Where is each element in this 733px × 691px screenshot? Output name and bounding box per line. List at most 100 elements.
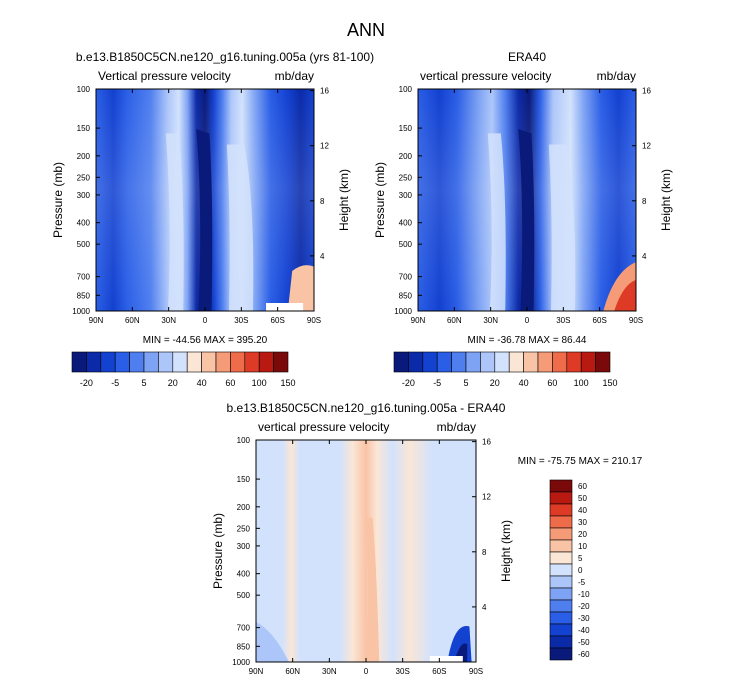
x-tick-label: 0: [203, 316, 208, 325]
chart-left-label: Vertical pressure velocity: [98, 69, 231, 83]
min-max-label: MIN = -44.56 MAX = 395.20: [143, 335, 268, 346]
masked-terrain: [266, 303, 304, 311]
y-tick-label: 400: [77, 219, 91, 228]
colorbar-box: [465, 351, 481, 373]
colorbar-box: [523, 351, 539, 373]
colorbar-label: 5: [463, 378, 468, 388]
chart-left-label: vertical pressure velocity: [258, 420, 389, 434]
colorbar-label: -20: [80, 378, 93, 388]
y-tick-label: 850: [77, 291, 91, 300]
y2-tick-label: 4: [320, 252, 325, 261]
chart-right-label: mb/day: [597, 69, 636, 83]
y2-tick-label: 8: [320, 197, 325, 206]
colorbar-box: [100, 351, 116, 373]
colorbar-box: [552, 351, 568, 373]
colorbar-label: 100: [574, 378, 589, 388]
x-tick-label: 60N: [285, 667, 300, 676]
colorbar-label: 40: [197, 378, 207, 388]
chart-left-label: vertical pressure velocity: [420, 69, 551, 83]
x-tick-label: 90S: [629, 316, 643, 325]
y-tick-label: 500: [399, 240, 413, 249]
y2-axis-label: Height (km): [499, 520, 513, 582]
updraft-core: [196, 128, 213, 311]
chart-title: b.e13.B1850C5CN.ne120_g16.tuning.005a (y…: [76, 50, 374, 64]
colorbar-label: -5: [111, 378, 119, 388]
y-tick-label: 700: [77, 273, 91, 282]
colorbar-box: [143, 351, 159, 373]
colorbar-label: -40: [578, 626, 590, 635]
colorbar-label: -10: [578, 590, 590, 599]
colorbar-label: 20: [578, 530, 587, 539]
colorbar-label: 100: [252, 378, 267, 388]
colorbar-box: [158, 351, 174, 373]
colorbar-box: [393, 351, 409, 373]
colorbar-box: [549, 491, 573, 505]
y-tick-label: 100: [237, 436, 251, 445]
chart-panel-2: ERA40 vertical pressure velocity mb/day 90N…: [373, 50, 673, 388]
x-tick-label: 60N: [447, 316, 462, 325]
colorbar-label: -5: [578, 578, 586, 587]
descent-band-north: [487, 133, 506, 311]
descent-band-north: [165, 133, 184, 311]
y2-tick-label: 8: [482, 548, 487, 557]
colorbar-box: [549, 599, 573, 613]
x-tick-label: 30N: [161, 316, 176, 325]
colorbar-box: [549, 647, 573, 661]
x-tick-label: 60S: [432, 667, 446, 676]
y2-tick-label: 16: [482, 438, 491, 447]
descent-band-south: [226, 144, 254, 311]
colorbar-box: [549, 587, 573, 601]
y2-axis-label: Height (km): [337, 169, 351, 231]
y-tick-label: 300: [237, 542, 251, 551]
colorbar-label: 50: [578, 494, 587, 503]
x-tick-label: 30S: [396, 667, 410, 676]
y2-tick-label: 4: [482, 603, 487, 612]
y-tick-label: 400: [399, 219, 413, 228]
x-tick-label: 0: [364, 667, 369, 676]
x-tick-label: 90N: [249, 667, 264, 676]
colorbar-label: -20: [578, 602, 590, 611]
colorbar-box: [451, 351, 467, 373]
colorbar-box: [215, 351, 231, 373]
y-axis-label: Pressure (mb): [211, 513, 225, 589]
colorbar-box: [549, 635, 573, 649]
colorbar-box: [201, 351, 217, 373]
y2-tick-label: 16: [642, 87, 651, 96]
colorbar-box: [273, 351, 289, 373]
colorbar-label: 5: [578, 554, 583, 563]
colorbar-label: -30: [578, 614, 590, 623]
y2-tick-label: 12: [642, 142, 651, 151]
x-tick-label: 90S: [469, 667, 483, 676]
y-tick-label: 1000: [232, 658, 250, 667]
chart-panel-3: b.e13.B1850C5CN.ne120_g16.tuning.005a - …: [211, 401, 643, 676]
y2-tick-label: 12: [482, 493, 491, 502]
polar-descent-core: [614, 279, 636, 311]
x-tick-label: 90N: [411, 316, 426, 325]
colorbar-box: [549, 611, 573, 625]
colorbar-box: [172, 351, 188, 373]
colorbar-label: 60: [547, 378, 557, 388]
colorbar-box: [258, 351, 274, 373]
colorbar-box: [549, 575, 573, 589]
colorbar-box: [71, 351, 87, 373]
colorbar-box: [549, 623, 573, 637]
x-tick-label: 30S: [234, 316, 248, 325]
y2-axis-label: Height (km): [659, 169, 673, 231]
colorbar-label: 60: [225, 378, 235, 388]
diff-positive-core: [366, 517, 380, 662]
x-tick-label: 90N: [89, 316, 104, 325]
colorbar-box: [494, 351, 510, 373]
y2-tick-label: 12: [320, 142, 329, 151]
y-tick-label: 150: [399, 124, 413, 133]
y-tick-label: 100: [77, 85, 91, 94]
y-tick-label: 300: [399, 191, 413, 200]
colorbar-label: 30: [578, 518, 587, 527]
colorbar-label: -5: [433, 378, 441, 388]
y-tick-label: 500: [237, 591, 251, 600]
colorbar-label: 150: [280, 378, 295, 388]
colorbar-box: [186, 351, 202, 373]
page-title: ANN: [347, 20, 385, 40]
y-tick-label: 1000: [394, 307, 412, 316]
colorbar-box: [508, 351, 524, 373]
